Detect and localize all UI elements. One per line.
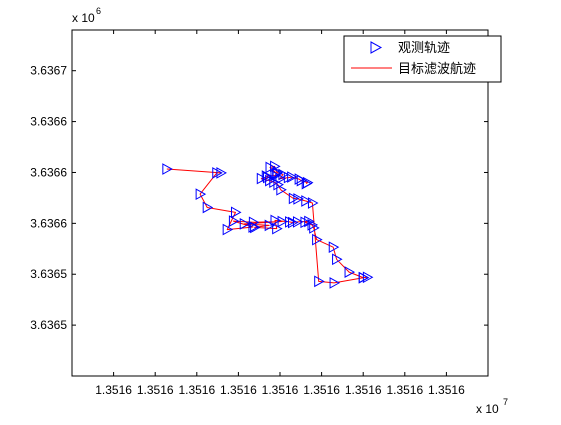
observed-point-marker bbox=[309, 222, 320, 234]
y-tick-label: 3.6365 bbox=[30, 267, 67, 281]
legend-label-filtered: 目标滤波航迹 bbox=[398, 61, 476, 77]
observed-point-marker bbox=[301, 177, 313, 190]
observed-point-marker bbox=[293, 193, 304, 205]
observed-point-marker bbox=[329, 277, 341, 289]
x-tick-label: 1.3516 bbox=[137, 383, 174, 397]
x-tick-label: 1.3516 bbox=[428, 383, 465, 397]
observed-point-marker bbox=[195, 188, 207, 200]
observed-point-marker bbox=[288, 192, 300, 205]
observed-point-marker bbox=[362, 271, 374, 284]
observed-point-marker bbox=[358, 271, 370, 284]
legend-marker-icon bbox=[370, 41, 383, 54]
observed-point-marker bbox=[222, 223, 234, 236]
observed-point-marker bbox=[216, 167, 227, 179]
observed-point-marker bbox=[202, 201, 214, 214]
observed-point-marker bbox=[239, 218, 251, 230]
observed-point-marker bbox=[300, 216, 311, 229]
axes bbox=[71, 29, 489, 377]
observed-point-marker bbox=[265, 174, 276, 187]
y-tick-label: 3.6365 bbox=[30, 318, 67, 332]
y-tick-label: 3.6366 bbox=[30, 216, 67, 230]
y-multiplier-base: x 10 bbox=[72, 11, 95, 25]
observed-point-marker bbox=[301, 195, 312, 207]
y-tick-label: 3.6366 bbox=[30, 115, 67, 129]
observed-point-marker bbox=[314, 275, 325, 288]
x-tick-label: 1.3516 bbox=[220, 383, 257, 397]
observed-point-marker bbox=[228, 215, 240, 227]
x-tick-label: 1.3516 bbox=[178, 383, 215, 397]
observed-point-marker bbox=[328, 241, 340, 254]
observed-point-marker bbox=[275, 172, 287, 185]
observed-point-marker bbox=[264, 219, 276, 232]
y-tick-label: 3.6366 bbox=[30, 165, 67, 179]
y-multiplier-label: x 10 6 bbox=[72, 6, 101, 25]
observed-point-marker bbox=[285, 216, 296, 228]
observed-point-marker bbox=[212, 167, 223, 179]
legend: 观测轨迹 目标滤波航迹 bbox=[343, 35, 502, 83]
observed-point-marker bbox=[283, 171, 295, 184]
x-tick-label: 1.3516 bbox=[262, 383, 299, 397]
observed-track-markers bbox=[162, 160, 374, 289]
x-multiplier-exponent: 7 bbox=[503, 397, 508, 407]
x-tick-label: 1.3516 bbox=[386, 383, 423, 397]
observed-point-marker bbox=[332, 253, 343, 266]
x-tick-label: 1.3516 bbox=[95, 383, 132, 397]
y-tick-label: 3.6367 bbox=[30, 64, 67, 78]
observed-point-marker bbox=[307, 219, 319, 231]
x-tick-label: 1.3516 bbox=[303, 383, 340, 397]
x-multiplier-label: x 10 7 bbox=[476, 397, 508, 416]
observed-point-marker bbox=[269, 176, 280, 188]
observed-point-marker bbox=[250, 221, 261, 234]
observed-point-marker bbox=[162, 163, 173, 175]
observed-point-marker bbox=[270, 214, 282, 227]
observed-point-marker bbox=[263, 171, 274, 184]
observed-point-marker bbox=[230, 206, 242, 219]
y-multiplier-exponent: 6 bbox=[96, 6, 101, 16]
x-multiplier-base: x 10 bbox=[476, 402, 499, 416]
observed-point-marker bbox=[278, 168, 289, 181]
observed-point-marker bbox=[276, 183, 287, 196]
observed-point-marker bbox=[312, 233, 323, 246]
tick-labels: 1.3516 1.3516 1.3516 1.3516 1.3516 1.3516 1.35… bbox=[30, 64, 465, 397]
plot-area bbox=[72, 30, 488, 376]
observed-point-marker bbox=[344, 266, 356, 278]
legend-label-observed: 观测轨迹 bbox=[398, 41, 450, 56]
observed-point-marker bbox=[292, 216, 304, 228]
x-tick-label: 1.3516 bbox=[345, 383, 382, 397]
observed-point-marker bbox=[272, 222, 283, 235]
legend-box bbox=[343, 35, 502, 83]
observed-point-marker bbox=[248, 216, 260, 229]
observed-point-marker bbox=[261, 170, 273, 182]
observed-point-marker bbox=[307, 197, 319, 209]
observed-point-marker bbox=[287, 171, 298, 183]
